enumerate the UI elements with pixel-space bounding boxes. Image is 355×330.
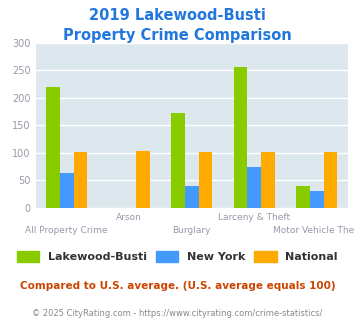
Text: Larceny & Theft: Larceny & Theft (218, 213, 290, 222)
Text: Compared to U.S. average. (U.S. average equals 100): Compared to U.S. average. (U.S. average … (20, 281, 335, 291)
Legend: Lakewood-Busti, New York, National: Lakewood-Busti, New York, National (12, 247, 343, 266)
Bar (198, 152, 212, 208)
Bar (60, 173, 73, 208)
Bar (136, 151, 150, 208)
Bar (185, 186, 198, 208)
Bar (310, 191, 323, 208)
Text: All Property Crime: All Property Crime (26, 226, 108, 235)
Bar (46, 87, 60, 208)
Bar (296, 186, 310, 208)
Bar (261, 152, 275, 208)
Text: © 2025 CityRating.com - https://www.cityrating.com/crime-statistics/: © 2025 CityRating.com - https://www.city… (32, 309, 323, 317)
Bar (234, 67, 247, 208)
Bar (171, 113, 185, 208)
Text: Burglary: Burglary (173, 226, 211, 235)
Text: Arson: Arson (116, 213, 142, 222)
Text: 2019 Lakewood-Busti: 2019 Lakewood-Busti (89, 8, 266, 23)
Bar (73, 152, 87, 208)
Bar (323, 152, 337, 208)
Text: Motor Vehicle Theft: Motor Vehicle Theft (273, 226, 355, 235)
Text: Property Crime Comparison: Property Crime Comparison (63, 28, 292, 43)
Bar (247, 167, 261, 208)
